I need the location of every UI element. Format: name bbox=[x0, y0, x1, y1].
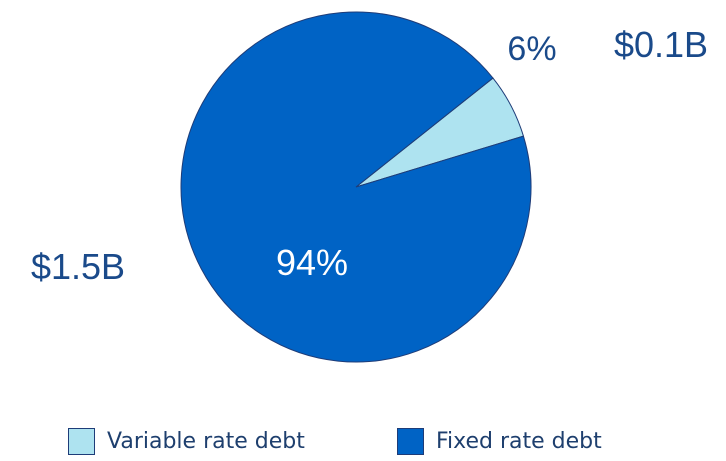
debt-pie-chart: 6% $0.1B $1.5B 94% bbox=[31, 11, 708, 363]
pie-slice-fixed-rate bbox=[180, 11, 532, 363]
legend-swatch-variable-rate bbox=[68, 427, 95, 455]
legend-item-fixed-rate: Fixed rate debt bbox=[397, 424, 602, 458]
variable-rate-percent-label: 6% bbox=[507, 30, 556, 68]
fixed-rate-amount-label: $1.5B bbox=[31, 246, 125, 287]
legend-label-fixed-rate: Fixed rate debt bbox=[436, 428, 602, 454]
legend-item-variable-rate: Variable rate debt bbox=[68, 424, 305, 458]
variable-rate-amount-label: $0.1B bbox=[614, 24, 708, 65]
fixed-rate-percent-label: 94% bbox=[276, 242, 348, 283]
legend-label-variable-rate: Variable rate debt bbox=[107, 428, 305, 454]
legend-swatch-fixed-rate bbox=[397, 427, 424, 455]
